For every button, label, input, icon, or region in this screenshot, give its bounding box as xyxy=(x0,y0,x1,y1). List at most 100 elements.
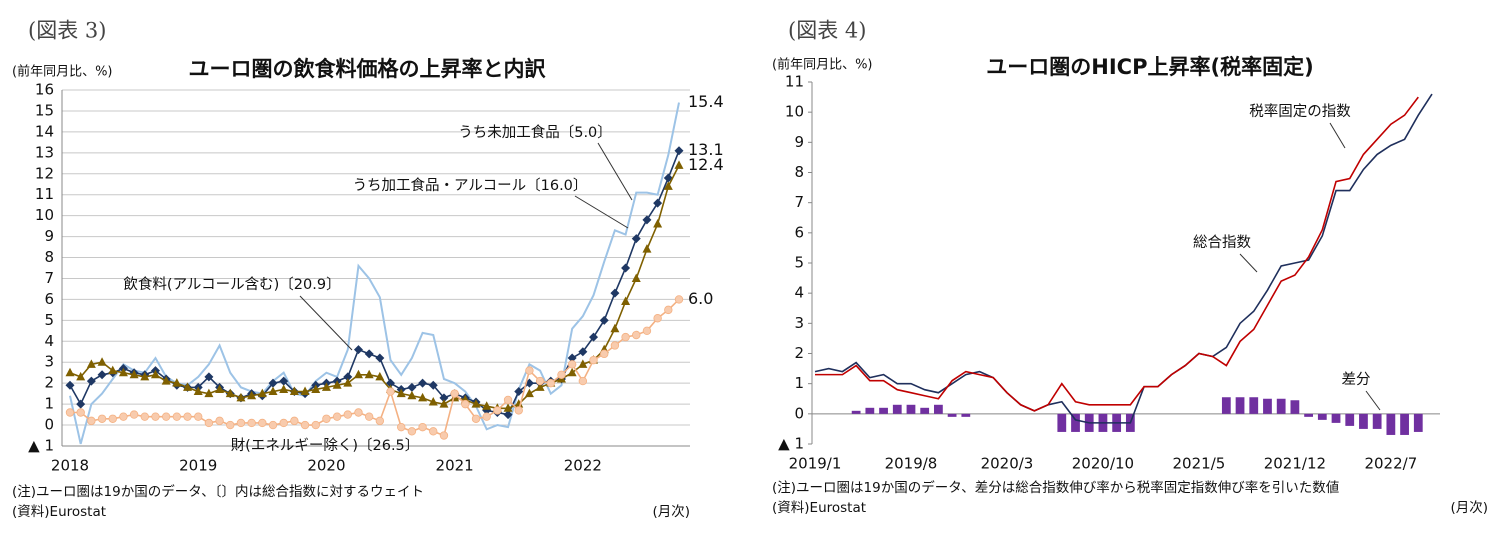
y-tick-label: 3 xyxy=(794,314,804,332)
marker xyxy=(674,146,684,156)
y-tick-label: 9 xyxy=(794,133,804,151)
y-tick-label: 0 xyxy=(44,416,54,434)
marker xyxy=(247,418,256,428)
marker xyxy=(653,219,663,228)
marker xyxy=(118,367,128,377)
marker xyxy=(76,408,85,417)
leader-line xyxy=(574,195,629,229)
y-tick-label: 6 xyxy=(794,223,804,241)
y-tick-label: 11 xyxy=(785,73,804,91)
marker xyxy=(375,371,385,381)
marker xyxy=(664,305,673,315)
y-tick-label: 5 xyxy=(44,311,54,329)
marker xyxy=(364,369,374,379)
marker xyxy=(525,366,534,375)
marker xyxy=(87,416,96,426)
marker xyxy=(674,160,684,169)
x-tick-label: 2021 xyxy=(436,457,474,475)
marker xyxy=(300,420,310,430)
marker xyxy=(140,412,149,421)
marker xyxy=(129,369,139,379)
marker xyxy=(610,323,620,333)
y-tick-label: 2 xyxy=(794,344,804,362)
bar xyxy=(1276,398,1286,414)
marker xyxy=(396,388,406,398)
bar xyxy=(1057,413,1067,432)
marker xyxy=(226,420,235,430)
marker xyxy=(439,431,449,440)
marker xyxy=(461,399,470,409)
marker xyxy=(578,376,588,386)
marker xyxy=(161,412,171,421)
marker xyxy=(375,416,385,426)
value-label: 13.1 xyxy=(688,140,724,159)
marker xyxy=(108,365,118,375)
marker xyxy=(236,418,246,428)
x-tick-label: 2019/1 xyxy=(789,455,842,473)
y-axis-unit: (前年同月比、%) xyxy=(12,64,113,80)
marker xyxy=(524,388,534,398)
x-tick-label: 2019/8 xyxy=(885,455,938,473)
marker xyxy=(353,345,363,355)
marker xyxy=(386,378,396,388)
marker xyxy=(343,372,353,382)
series-line xyxy=(69,165,680,410)
bar xyxy=(961,413,971,417)
marker xyxy=(322,414,331,423)
marker xyxy=(471,399,481,408)
bar xyxy=(1413,413,1423,432)
marker xyxy=(236,392,246,402)
marker xyxy=(375,353,385,363)
marker xyxy=(86,359,96,368)
y-tick-label: 5 xyxy=(794,254,804,272)
y-tick-label: 4 xyxy=(44,332,54,350)
marker xyxy=(429,427,438,436)
x-tick-label: 2020/3 xyxy=(981,455,1034,473)
bar xyxy=(1249,397,1259,414)
marker xyxy=(215,416,224,426)
marker xyxy=(257,388,267,398)
y-tick-label: 1 xyxy=(44,395,54,413)
marker xyxy=(332,380,342,389)
bar xyxy=(1400,413,1409,435)
marker xyxy=(621,296,631,306)
marker xyxy=(535,382,545,391)
bar xyxy=(1359,413,1368,429)
bar xyxy=(906,404,916,414)
marker xyxy=(321,382,331,391)
marker xyxy=(215,384,225,393)
y-tick-label: 6 xyxy=(44,290,54,308)
marker xyxy=(311,420,320,430)
y-tick-label: 16 xyxy=(35,81,54,99)
y-tick-label: 13 xyxy=(35,143,54,161)
annotation: 税率固定の指数 xyxy=(1249,103,1351,120)
marker xyxy=(407,390,417,400)
marker xyxy=(183,412,192,421)
y-tick-label: ▲ 1 xyxy=(778,435,804,453)
marker xyxy=(418,378,428,388)
marker xyxy=(514,406,523,415)
annotation: 飲食料(アルコール含む)〔20.9〕 xyxy=(123,276,340,293)
bar xyxy=(1235,397,1245,414)
marker xyxy=(397,422,406,432)
series-line xyxy=(815,96,1419,412)
marker xyxy=(194,412,203,421)
bar xyxy=(1304,413,1313,417)
marker xyxy=(642,244,652,253)
marker xyxy=(621,263,631,273)
marker xyxy=(450,389,459,398)
x-tick-label: 2019 xyxy=(179,457,217,475)
x-tick-label: 2020 xyxy=(307,457,345,475)
bar xyxy=(1263,398,1272,414)
bar xyxy=(1071,413,1080,432)
marker xyxy=(407,382,417,392)
bar xyxy=(851,410,861,414)
annotation: 総合指数 xyxy=(1193,234,1251,251)
marker xyxy=(503,403,513,412)
bar xyxy=(947,413,957,417)
marker xyxy=(225,388,235,398)
marker xyxy=(354,408,363,417)
bar xyxy=(1290,400,1300,414)
marker xyxy=(97,357,107,366)
